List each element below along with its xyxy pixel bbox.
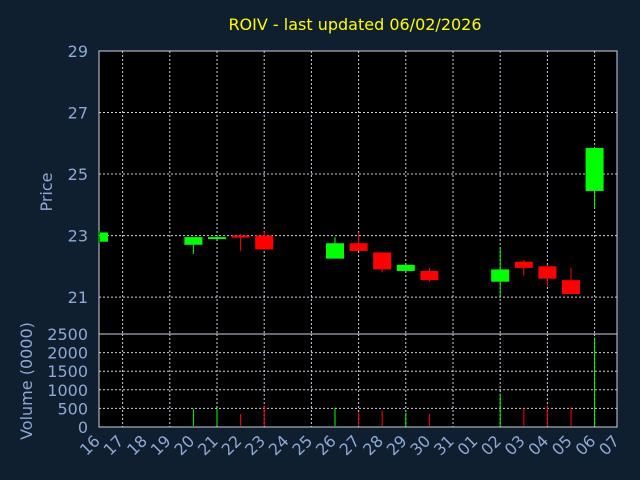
candle-body bbox=[420, 270, 439, 281]
price-y-tick-label: 23 bbox=[68, 227, 88, 246]
candle-body bbox=[373, 252, 392, 270]
volume-y-tick-label: 1500 bbox=[47, 362, 88, 381]
candle-body bbox=[255, 235, 274, 250]
x-tick-labels: 1617181920212223242526272829303101020304… bbox=[76, 431, 623, 459]
candle-body bbox=[231, 235, 250, 238]
volume-y-tick-label: 0 bbox=[78, 418, 88, 437]
candlesticks bbox=[98, 147, 604, 298]
candle-body bbox=[491, 269, 510, 282]
price-y-tick-label: 21 bbox=[68, 288, 88, 307]
candle-body bbox=[349, 243, 368, 251]
volume-bars bbox=[192, 337, 596, 426]
candle-body bbox=[514, 261, 533, 268]
volume-y-tick-label: 2000 bbox=[47, 344, 88, 363]
x-axis-label: Day bbox=[334, 459, 362, 475]
volume-y-tick-label: 2500 bbox=[47, 325, 88, 344]
volume-y-tick-label: 500 bbox=[57, 399, 88, 418]
price-y-tick-label: 29 bbox=[68, 42, 88, 61]
candle-body bbox=[100, 232, 108, 242]
price-plot-area bbox=[98, 50, 618, 335]
price-axis-label: Price bbox=[37, 172, 56, 211]
price-y-tick-label: 25 bbox=[68, 165, 88, 184]
candle-body bbox=[208, 237, 226, 240]
price-y-ticks: 21 23 25 27 29 bbox=[68, 42, 88, 307]
volume-axis-label: Volume (0000) bbox=[17, 322, 36, 440]
candle-body bbox=[326, 243, 344, 259]
candle-body bbox=[562, 280, 580, 295]
chart-title: ROIV - last updated 06/02/2026 bbox=[228, 15, 481, 34]
volume-plot-area bbox=[98, 333, 618, 428]
candle-body bbox=[184, 237, 203, 245]
price-y-tick-label: 27 bbox=[68, 104, 88, 123]
candle-body bbox=[538, 266, 557, 279]
volume-y-tick-label: 1000 bbox=[47, 381, 88, 400]
candle-body bbox=[396, 264, 415, 271]
candle-body bbox=[585, 147, 604, 191]
